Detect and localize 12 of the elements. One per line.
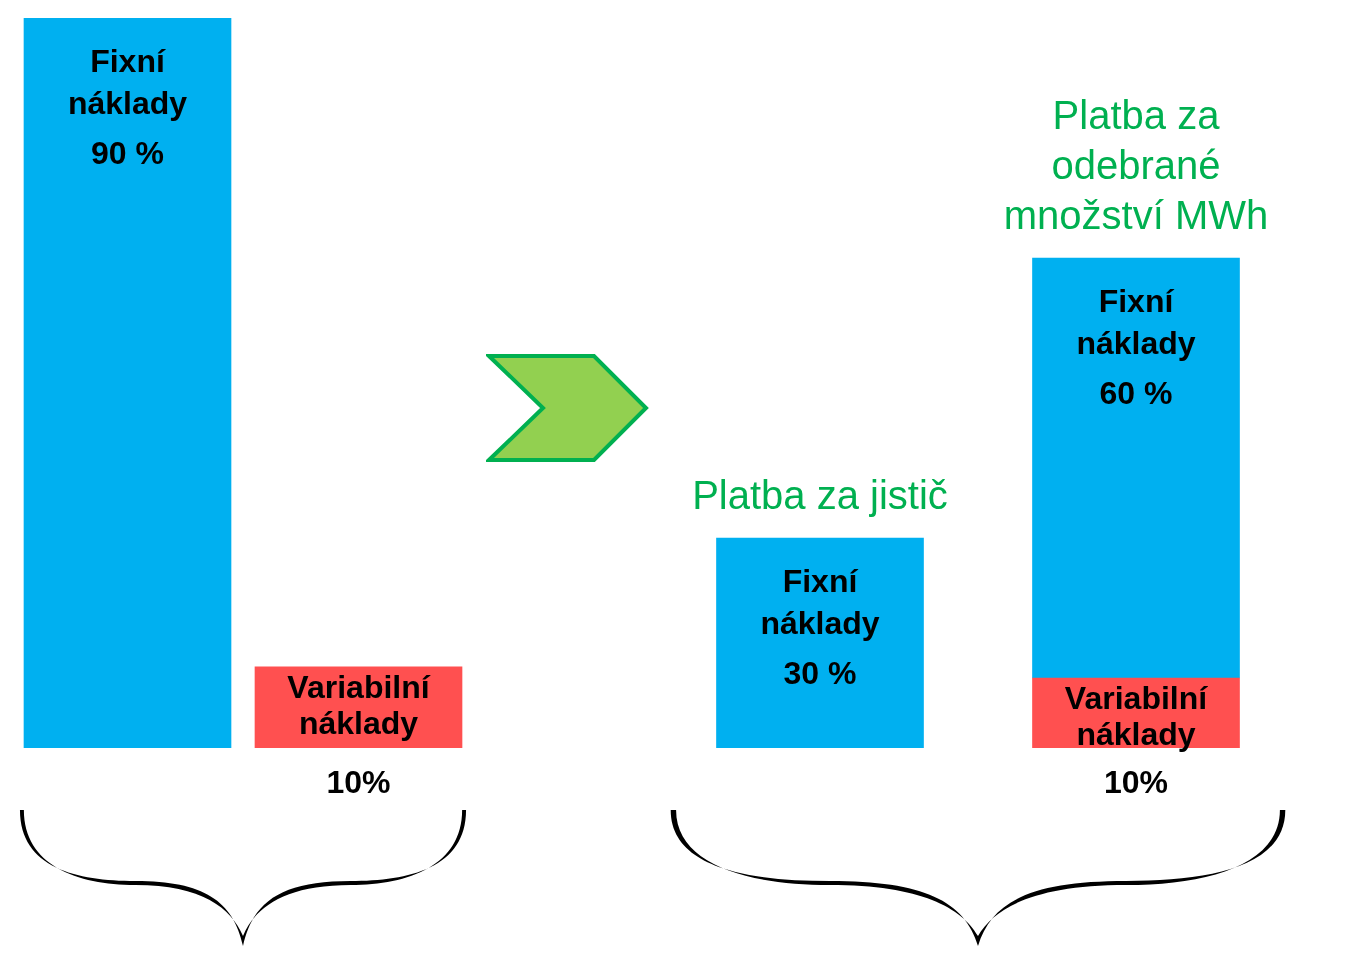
- annotation: Platba za jistič: [692, 473, 948, 518]
- text: Fixní náklady: [760, 562, 880, 641]
- data-label: 30 %: [783, 654, 857, 691]
- series-label: Variabilní náklady: [287, 668, 431, 741]
- series-label: Fixní náklady: [67, 42, 188, 121]
- text: Platba za odebrané množství MWh: [1003, 93, 1269, 238]
- data-label: 60 %: [1099, 374, 1173, 411]
- data-label: 10%: [326, 763, 391, 800]
- series-label: Variabilní náklady: [1064, 679, 1209, 752]
- series-label: Fixní náklady: [1076, 282, 1196, 361]
- data-label: 10%: [1103, 763, 1169, 800]
- data-label: 90 %: [91, 134, 164, 171]
